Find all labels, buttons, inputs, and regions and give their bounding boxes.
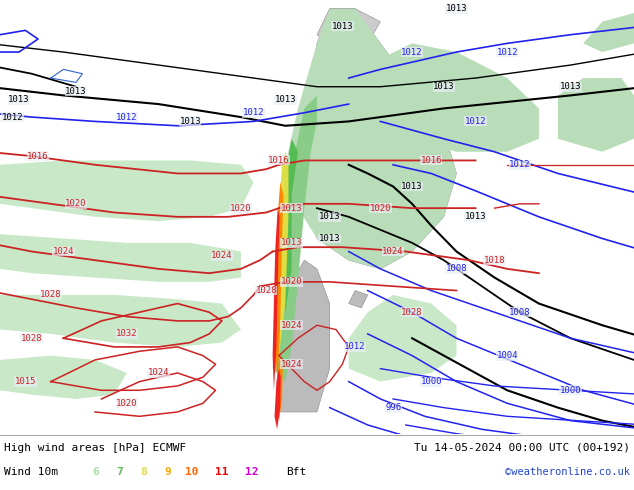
Text: 1020: 1020 bbox=[230, 204, 252, 213]
Text: 1020: 1020 bbox=[116, 399, 138, 408]
Text: 1012: 1012 bbox=[344, 343, 366, 351]
Text: 1020: 1020 bbox=[65, 199, 87, 208]
Polygon shape bbox=[273, 96, 317, 382]
Text: 1000: 1000 bbox=[560, 386, 581, 395]
Text: Wind 10m: Wind 10m bbox=[4, 467, 58, 477]
Polygon shape bbox=[285, 9, 456, 269]
Polygon shape bbox=[349, 295, 456, 382]
Text: 1012: 1012 bbox=[116, 113, 138, 122]
Text: 1012: 1012 bbox=[2, 113, 23, 122]
Text: 1016: 1016 bbox=[27, 151, 49, 161]
Text: 1020: 1020 bbox=[370, 204, 391, 213]
Polygon shape bbox=[0, 295, 241, 347]
Polygon shape bbox=[275, 368, 281, 429]
Polygon shape bbox=[273, 208, 280, 390]
Text: 1024: 1024 bbox=[211, 251, 233, 260]
Text: 11: 11 bbox=[216, 467, 229, 477]
Text: 1013: 1013 bbox=[332, 22, 353, 30]
Text: 1013: 1013 bbox=[281, 238, 302, 247]
Polygon shape bbox=[349, 291, 368, 308]
Text: 1015: 1015 bbox=[15, 377, 36, 386]
Text: 12: 12 bbox=[245, 467, 259, 477]
Text: 1016: 1016 bbox=[268, 156, 290, 165]
Text: 1013: 1013 bbox=[433, 82, 455, 91]
Text: Bft: Bft bbox=[286, 467, 306, 477]
Text: 1013: 1013 bbox=[65, 87, 87, 96]
Text: ©weatheronline.co.uk: ©weatheronline.co.uk bbox=[505, 467, 630, 477]
Polygon shape bbox=[558, 78, 634, 152]
Polygon shape bbox=[0, 160, 254, 221]
Text: 1013: 1013 bbox=[560, 82, 581, 91]
Text: 1012: 1012 bbox=[243, 108, 264, 117]
Polygon shape bbox=[298, 9, 456, 269]
Text: 1013: 1013 bbox=[319, 212, 340, 221]
Text: 1024: 1024 bbox=[53, 247, 74, 256]
Polygon shape bbox=[274, 182, 283, 382]
Text: 10: 10 bbox=[185, 467, 198, 477]
Text: 1018: 1018 bbox=[484, 256, 505, 265]
Text: 1024: 1024 bbox=[281, 360, 302, 369]
Text: 1024: 1024 bbox=[148, 368, 169, 377]
Polygon shape bbox=[276, 152, 288, 356]
Polygon shape bbox=[349, 44, 539, 152]
Text: 1004: 1004 bbox=[496, 351, 518, 360]
Text: 1012: 1012 bbox=[401, 48, 423, 56]
Text: 1013: 1013 bbox=[8, 95, 30, 104]
Text: 7: 7 bbox=[117, 467, 124, 477]
Text: 1013: 1013 bbox=[319, 234, 340, 243]
Text: High wind areas [hPa] ECMWF: High wind areas [hPa] ECMWF bbox=[4, 443, 186, 453]
Text: 1013: 1013 bbox=[401, 182, 423, 191]
Polygon shape bbox=[0, 234, 241, 282]
Polygon shape bbox=[276, 356, 283, 420]
Text: Tu 14-05-2024 00:00 UTC (00+192): Tu 14-05-2024 00:00 UTC (00+192) bbox=[414, 443, 630, 453]
Text: 1024: 1024 bbox=[281, 321, 302, 330]
Text: 1024: 1024 bbox=[382, 247, 404, 256]
Polygon shape bbox=[279, 139, 298, 312]
Polygon shape bbox=[583, 13, 634, 52]
Text: 8: 8 bbox=[141, 467, 147, 477]
Text: 1013: 1013 bbox=[465, 212, 486, 221]
Text: 1032: 1032 bbox=[116, 329, 138, 339]
Text: 6: 6 bbox=[93, 467, 100, 477]
Text: 1013: 1013 bbox=[281, 204, 302, 213]
Text: 1012: 1012 bbox=[509, 160, 531, 169]
Text: 1000: 1000 bbox=[420, 377, 442, 386]
Text: 1008: 1008 bbox=[509, 308, 531, 317]
Text: 1028: 1028 bbox=[40, 291, 61, 299]
Text: 1013: 1013 bbox=[275, 95, 296, 104]
Text: 1028: 1028 bbox=[401, 308, 423, 317]
Polygon shape bbox=[279, 260, 330, 412]
Text: 1008: 1008 bbox=[446, 265, 467, 273]
Polygon shape bbox=[317, 9, 380, 52]
Text: 9: 9 bbox=[165, 467, 171, 477]
Polygon shape bbox=[0, 356, 127, 399]
Text: 1012: 1012 bbox=[465, 117, 486, 126]
Text: 1012: 1012 bbox=[496, 48, 518, 56]
Text: 1028: 1028 bbox=[256, 286, 277, 295]
Text: 996: 996 bbox=[385, 403, 401, 412]
Text: 1013: 1013 bbox=[179, 117, 201, 126]
Text: 1013: 1013 bbox=[446, 4, 467, 13]
Text: 1020: 1020 bbox=[281, 277, 302, 286]
Text: 1016: 1016 bbox=[420, 156, 442, 165]
Text: 1028: 1028 bbox=[21, 334, 42, 343]
